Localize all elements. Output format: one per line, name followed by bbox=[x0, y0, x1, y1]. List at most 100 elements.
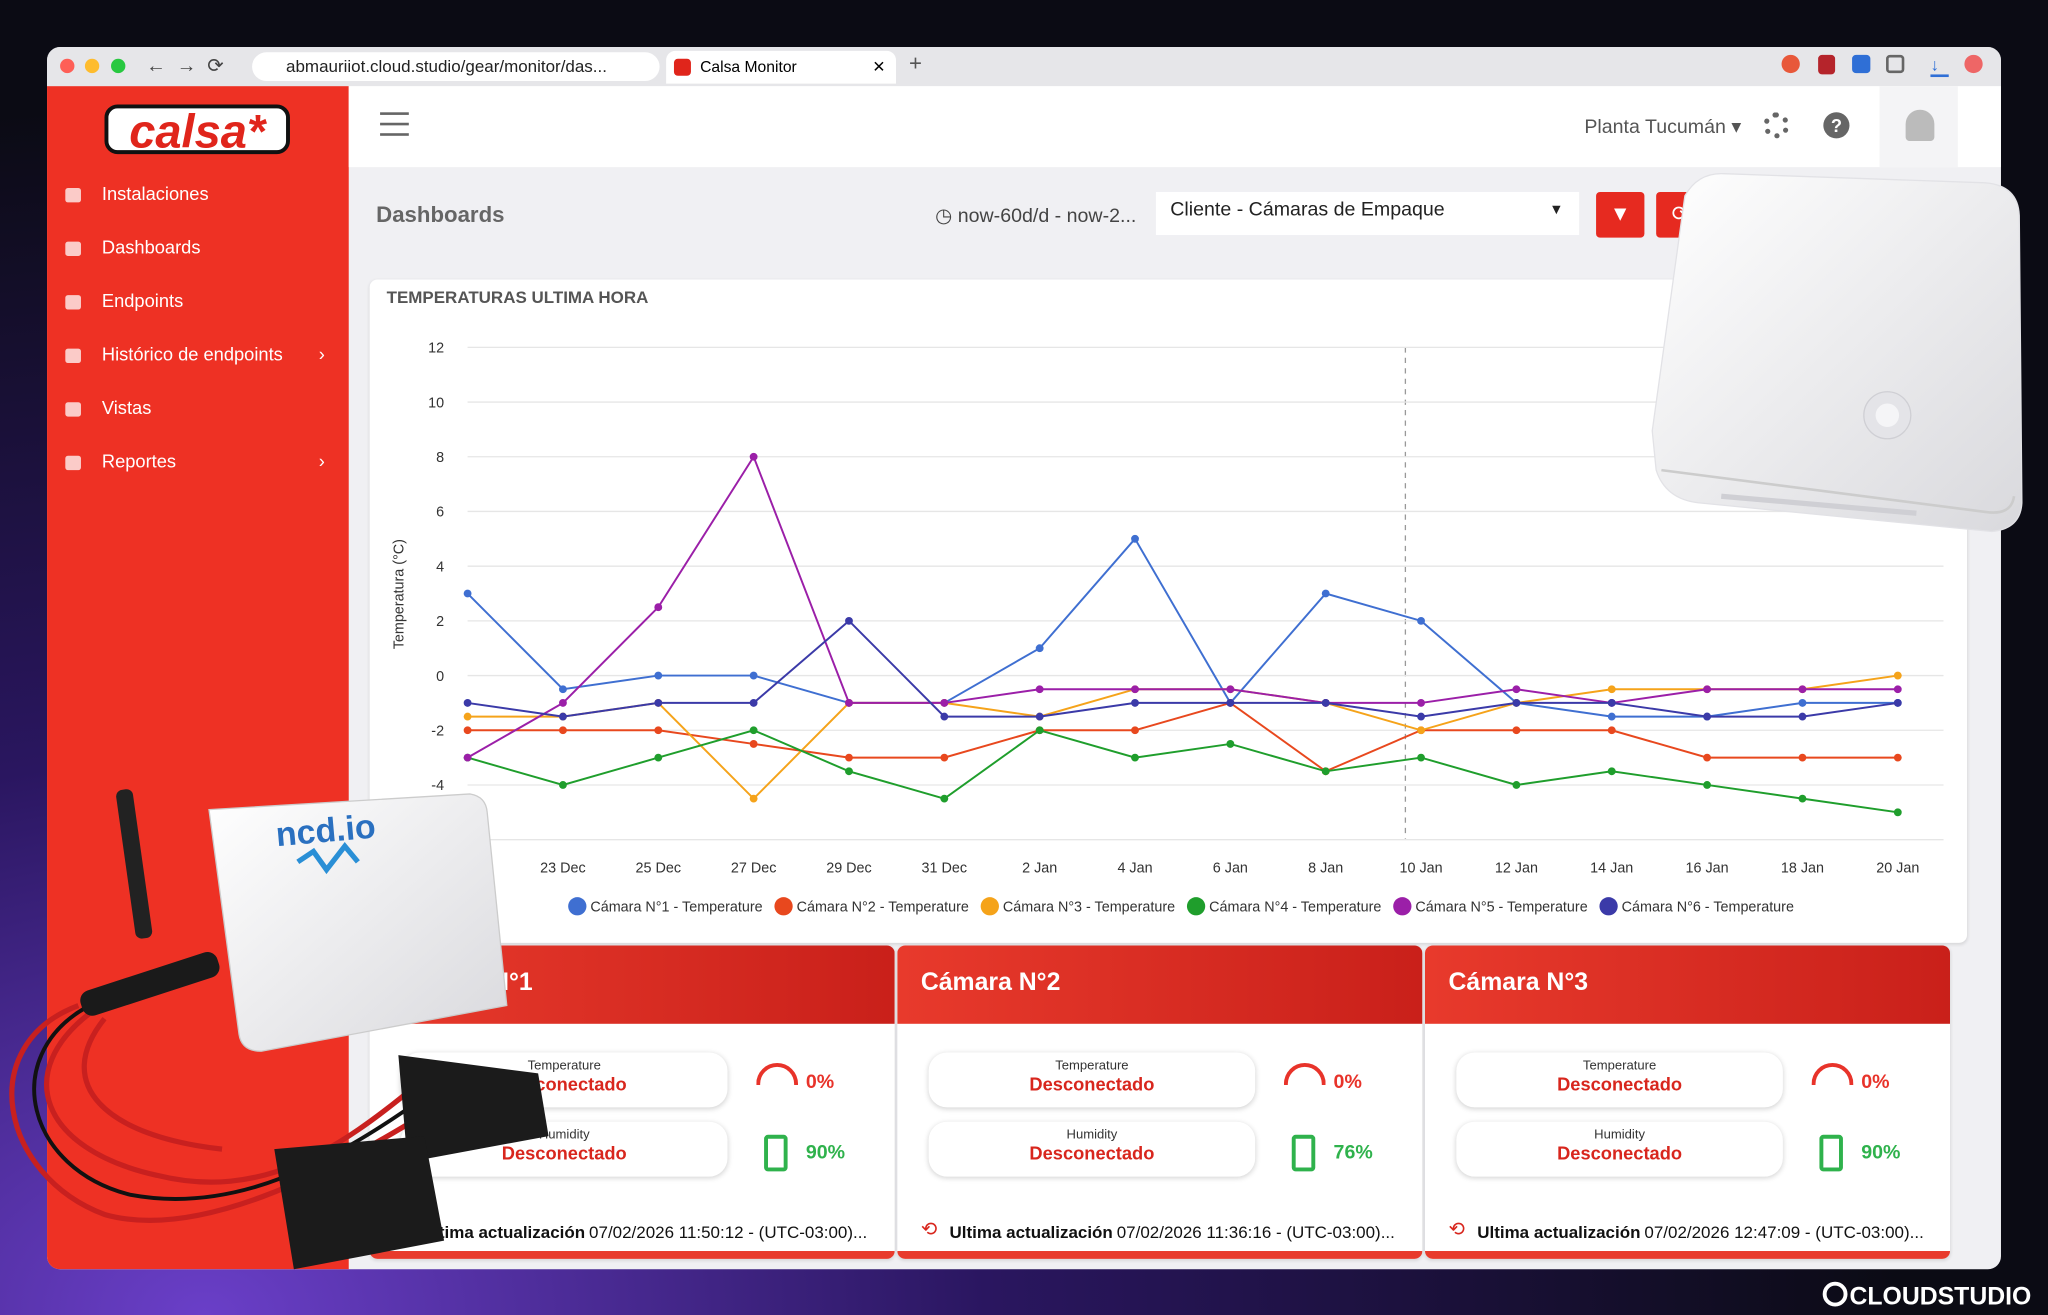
page-title: Dashboards bbox=[376, 202, 505, 228]
y-tick-label: 10 bbox=[428, 395, 444, 411]
settings-icon[interactable] bbox=[1763, 112, 1790, 139]
menu-chevron: › bbox=[318, 450, 325, 472]
data-point bbox=[1607, 767, 1616, 776]
legend-swatch bbox=[1186, 897, 1206, 916]
data-point bbox=[463, 753, 472, 762]
menu-item[interactable]: Endpoints bbox=[101, 289, 184, 311]
menu-toggle[interactable] bbox=[380, 112, 409, 115]
legend-label: Cámara N°5 - Temperature bbox=[1415, 899, 1587, 915]
menu-item[interactable]: Reportes bbox=[101, 450, 177, 472]
address-bar[interactable]: abmauriiot.cloud.studio/gear/monitor/das… bbox=[252, 52, 660, 81]
legend-swatch bbox=[1599, 897, 1618, 916]
data-point bbox=[940, 698, 949, 707]
x-tick-label: 29 Dec bbox=[826, 860, 872, 876]
time-range[interactable]: ◷ now-60d/d - now-2... bbox=[935, 205, 1137, 228]
data-point bbox=[1131, 753, 1139, 762]
help-icon[interactable]: ? bbox=[1823, 112, 1850, 139]
camera-title: Cámara N°3 bbox=[1448, 968, 1589, 997]
menu-item[interactable]: Histórico de endpoints bbox=[101, 343, 283, 365]
temperature-label: Temperature bbox=[1582, 1059, 1657, 1074]
data-point bbox=[1798, 794, 1807, 803]
data-point bbox=[749, 726, 758, 735]
menu-icon bbox=[65, 295, 81, 310]
logo[interactable]: calsa* bbox=[104, 104, 290, 155]
series-line bbox=[466, 537, 1898, 718]
plant-selector[interactable]: Planta Tucumán ▾ bbox=[1584, 116, 1742, 139]
filter-button[interactable]: ▼ bbox=[1596, 191, 1645, 238]
updated-label: Ultima actualización bbox=[1477, 1222, 1641, 1242]
camera-title: Cámara N°2 bbox=[920, 968, 1061, 997]
data-point bbox=[1893, 698, 1902, 707]
tab-close[interactable]: ✕ bbox=[872, 57, 886, 76]
menu-item[interactable]: Instalaciones bbox=[101, 182, 209, 204]
nav-buttons[interactable]: ← → ⟳ bbox=[146, 54, 224, 78]
new-tab[interactable]: + bbox=[909, 50, 923, 76]
data-point bbox=[1798, 698, 1807, 707]
data-point bbox=[1703, 712, 1712, 721]
menu-icon bbox=[65, 455, 81, 471]
data-point bbox=[749, 671, 758, 680]
humidity-label: Humidity bbox=[1594, 1128, 1645, 1143]
dashboard-selector[interactable]: Cliente - Cámaras de Empaque ▼ bbox=[1155, 191, 1580, 236]
data-point bbox=[654, 671, 663, 680]
battery-value: 90% bbox=[1861, 1141, 1901, 1164]
data-point bbox=[1512, 685, 1521, 694]
data-point bbox=[940, 794, 949, 803]
y-tick-label: -4 bbox=[431, 778, 444, 794]
humidity-value: Desconectado bbox=[1557, 1142, 1683, 1164]
data-point bbox=[1607, 712, 1616, 721]
data-point bbox=[1321, 589, 1330, 598]
battery-value: 90% bbox=[805, 1141, 846, 1164]
tab[interactable]: Calsa Monitor ✕ bbox=[666, 50, 896, 84]
x-tick-label: 4 Jan bbox=[1117, 860, 1152, 876]
updated-label: Ultima actualización bbox=[421, 1222, 586, 1242]
data-point bbox=[1226, 698, 1235, 707]
data-point bbox=[463, 712, 472, 721]
history-icon: ⟲ bbox=[920, 1218, 938, 1241]
data-point bbox=[559, 698, 567, 707]
humidity-value: Desconectado bbox=[1029, 1142, 1155, 1164]
y-tick-label: 12 bbox=[428, 341, 444, 357]
x-tick-label: 23 Dec bbox=[540, 860, 586, 876]
legend-label: Cámara N°6 - Temperature bbox=[1622, 899, 1794, 915]
data-point bbox=[654, 726, 663, 735]
chart-title: TEMPERATURAS ULTIMA HORA bbox=[387, 288, 649, 307]
data-point bbox=[463, 726, 472, 735]
legend-swatch bbox=[774, 897, 793, 916]
user-menu[interactable] bbox=[1879, 86, 1958, 168]
camera-header: Cámara N°3 bbox=[1424, 945, 1951, 1024]
data-point bbox=[940, 712, 949, 721]
y-axis-label: Temperatura (°C) bbox=[392, 539, 408, 649]
data-point bbox=[1607, 685, 1616, 694]
menu-item[interactable]: Vistas bbox=[101, 396, 152, 418]
close-button[interactable] bbox=[60, 58, 75, 74]
updated-value: 07/02/2026 11:36:16 - (UTC-03:00)... bbox=[1116, 1222, 1395, 1242]
updated-label: Ultima actualización bbox=[949, 1222, 1113, 1242]
x-tick-label: 6 Jan bbox=[1213, 860, 1248, 876]
device-brand: ncd.io bbox=[274, 808, 377, 855]
data-point bbox=[1893, 808, 1902, 817]
minimize-button[interactable] bbox=[84, 58, 100, 74]
series-line bbox=[467, 454, 1898, 759]
y-tick-label: 2 bbox=[436, 614, 444, 630]
data-point bbox=[1035, 712, 1044, 721]
x-tick-label: 25 Dec bbox=[636, 860, 682, 876]
data-point bbox=[1417, 698, 1425, 707]
menu-item[interactable]: Dashboards bbox=[101, 236, 201, 258]
data-point bbox=[559, 726, 567, 735]
data-point bbox=[1798, 712, 1807, 721]
legend-label: Cámara N°1 - Temperature bbox=[590, 899, 762, 915]
menu-icon bbox=[65, 348, 81, 364]
zoom-button[interactable] bbox=[111, 58, 126, 74]
battery-value: 76% bbox=[1333, 1141, 1373, 1164]
data-point bbox=[1798, 753, 1807, 762]
x-tick-label: 2 Jan bbox=[1022, 860, 1057, 876]
battery-icon bbox=[1291, 1134, 1316, 1172]
extensions: ↓ bbox=[1781, 54, 1991, 79]
data-point bbox=[1607, 726, 1616, 735]
top-bar: Planta Tucumán ▾ ? bbox=[348, 86, 2001, 168]
data-point bbox=[1893, 685, 1902, 694]
